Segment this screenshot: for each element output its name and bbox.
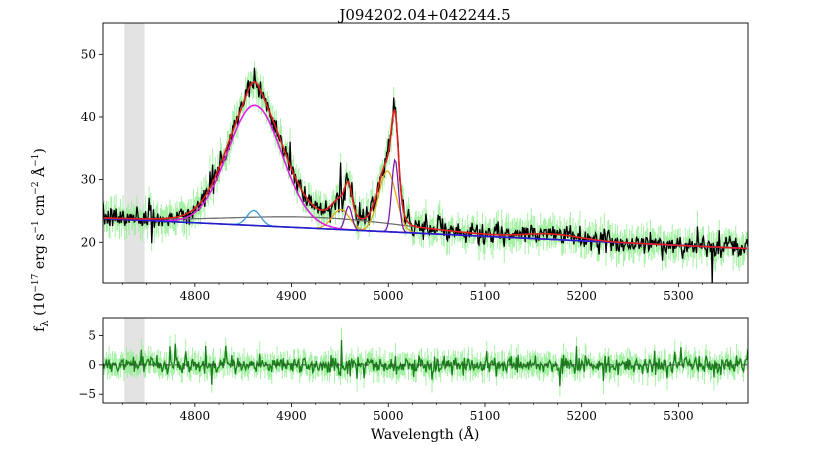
x-tick-label: 5300 [663,289,694,303]
x-tick-label: 4900 [276,409,307,423]
y-tick-label: 40 [81,110,96,124]
chart-title: J094202.04+042244.5 [337,6,510,24]
x-tick-label: 4900 [276,289,307,303]
masked-region [124,23,145,283]
residual-panel: 4800 4900 5000 5100 5200 5300 −5 0 5 [78,317,749,423]
x-tick-label: 5100 [470,289,501,303]
x-tick-label: 5100 [470,409,501,423]
y-tick-label: 0 [88,358,96,372]
y-tick-label: 20 [81,235,96,249]
x-tick-label: 5300 [663,409,694,423]
x-tick-label: 4800 [180,409,211,423]
y-tick-label: 30 [81,173,96,187]
y-tick-label: 5 [88,329,96,343]
masked-region [124,318,145,403]
y-tick-label: 50 [81,47,96,61]
observed-spectrum [103,67,748,283]
residual-error-band [103,327,748,397]
residual-line [103,339,748,387]
x-tick-label: 5000 [373,289,404,303]
flux-error-band [103,60,748,283]
x-tick-label: 4800 [180,289,211,303]
x-axis-label: Wavelength (Å) [371,425,480,443]
total-fit-line [103,81,748,250]
x-tick-label: 5200 [566,289,597,303]
y-tick-label: −5 [78,387,96,401]
spectrum-panel: 4800 4900 5000 5100 5200 5300 20 30 40 50 [81,22,749,303]
x-tick-label: 5200 [566,409,597,423]
x-tick-label: 5000 [373,409,404,423]
y-axis-label: fλ (10−17 erg s−1 cm−2 Å−1) [30,148,51,332]
plot-frame [102,317,749,404]
plot-frame [102,22,749,284]
